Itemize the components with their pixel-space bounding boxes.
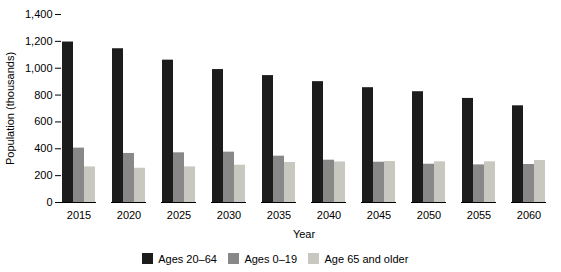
svg-text:800: 800 bbox=[34, 89, 52, 101]
svg-text:1,200: 1,200 bbox=[25, 35, 53, 47]
svg-text:2045: 2045 bbox=[367, 209, 391, 221]
svg-text:600: 600 bbox=[34, 115, 52, 127]
svg-text:Population (thousands): Population (thousands) bbox=[4, 52, 16, 165]
svg-text:1,000: 1,000 bbox=[25, 62, 53, 74]
svg-text:2025: 2025 bbox=[167, 209, 191, 221]
html-text:Age 65 and older: Age 65 and older bbox=[324, 252, 409, 265]
svg-text:2035: 2035 bbox=[267, 209, 291, 221]
svg-text:Year: Year bbox=[293, 228, 316, 240]
svg-text:2020: 2020 bbox=[117, 209, 141, 221]
svg-text:2060: 2060 bbox=[517, 209, 541, 221]
svg-text:1,400: 1,400 bbox=[25, 8, 53, 20]
html-text:Ages 0–19: Ages 0–19 bbox=[244, 252, 297, 265]
svg-text:0: 0 bbox=[46, 196, 52, 208]
html-text:Ages 20–64: Ages 20–64 bbox=[158, 252, 217, 265]
svg-text:2015: 2015 bbox=[67, 209, 91, 221]
svg-text:200: 200 bbox=[34, 169, 52, 181]
svg-text:2055: 2055 bbox=[467, 209, 491, 221]
svg-text:2030: 2030 bbox=[217, 209, 241, 221]
svg-text:2050: 2050 bbox=[417, 209, 441, 221]
svg-text:400: 400 bbox=[34, 142, 52, 154]
svg-text:2040: 2040 bbox=[317, 209, 341, 221]
